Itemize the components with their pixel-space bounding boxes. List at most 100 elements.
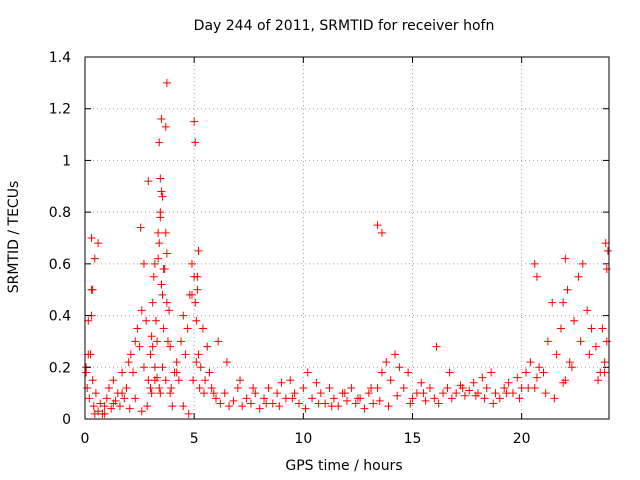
data-point	[181, 350, 190, 359]
data-point	[238, 402, 247, 411]
data-point	[94, 239, 103, 248]
data-point	[87, 234, 96, 242]
data-point	[578, 259, 587, 268]
data-point	[502, 389, 511, 398]
data-point	[156, 174, 165, 183]
data-point	[458, 383, 467, 392]
x-tick-label: 0	[81, 431, 90, 447]
plot-frame	[84, 56, 610, 420]
data-point	[190, 117, 199, 126]
data-point	[480, 394, 489, 403]
data-point	[515, 394, 524, 403]
data-point	[163, 337, 172, 346]
data-point	[303, 368, 312, 377]
data-point	[393, 391, 402, 400]
data-point	[88, 285, 97, 294]
data-point	[600, 358, 609, 367]
data-point	[541, 389, 550, 398]
data-point	[360, 404, 369, 413]
y-tick-label: 1.4	[49, 50, 71, 66]
x-tick-label: 10	[294, 431, 312, 447]
y-tick-label: 0.6	[49, 257, 71, 273]
data-point	[294, 399, 303, 408]
data-point	[273, 389, 282, 398]
y-tick-label: 0.8	[49, 205, 71, 221]
data-point	[391, 350, 400, 359]
data-point	[214, 337, 223, 346]
data-point	[124, 358, 133, 367]
data-point	[193, 272, 202, 281]
data-point	[158, 290, 167, 299]
data-point	[149, 272, 158, 281]
data-point	[522, 368, 531, 377]
data-point	[445, 368, 454, 377]
data-point	[137, 407, 146, 416]
data-point	[329, 394, 338, 403]
data-point	[375, 396, 384, 405]
data-point	[156, 208, 165, 217]
data-point	[136, 223, 145, 232]
data-point	[229, 396, 238, 405]
data-point	[559, 378, 568, 387]
data-point	[432, 342, 441, 351]
data-point	[532, 373, 541, 382]
data-point	[115, 402, 124, 411]
data-point	[340, 389, 349, 398]
data-point	[447, 394, 456, 403]
data-point	[563, 285, 572, 294]
data-point	[548, 298, 557, 307]
data-point	[220, 389, 229, 398]
data-point	[369, 399, 378, 408]
data-point	[290, 389, 299, 398]
data-point	[161, 376, 170, 385]
data-point	[443, 383, 452, 392]
data-point	[242, 394, 251, 403]
data-point	[316, 389, 325, 398]
data-point	[156, 389, 165, 398]
data-point	[602, 337, 611, 346]
data-point	[168, 402, 177, 411]
data-point	[301, 404, 310, 413]
data-point	[107, 404, 116, 413]
data-point	[139, 259, 148, 268]
data-point	[367, 383, 376, 392]
data-point	[179, 402, 188, 411]
data-point	[162, 298, 171, 307]
data-point	[602, 265, 611, 274]
data-point	[174, 376, 183, 385]
data-point	[587, 324, 596, 333]
outlier-points	[155, 78, 171, 201]
data-point	[255, 404, 264, 413]
data-point	[353, 394, 362, 403]
data-point	[125, 404, 134, 413]
data-point	[122, 383, 131, 392]
data-point	[187, 290, 196, 299]
data-point	[222, 358, 231, 367]
data-point	[482, 383, 491, 392]
data-point	[177, 337, 186, 346]
data-point	[166, 342, 175, 351]
data-point	[143, 402, 152, 411]
data-point	[478, 373, 487, 382]
data-point	[198, 324, 207, 333]
data-point	[159, 324, 168, 333]
data-point	[425, 383, 434, 392]
data-point	[594, 376, 603, 385]
data-point	[264, 383, 273, 392]
y-tick-label: 0	[62, 412, 71, 428]
data-point	[155, 383, 164, 392]
data-point	[603, 246, 612, 255]
data-point	[408, 394, 417, 403]
data-point	[417, 378, 426, 387]
data-point	[500, 383, 509, 392]
y-tick-label: 1.2	[49, 102, 71, 118]
data-point	[109, 399, 118, 408]
data-point	[90, 254, 99, 263]
grid-lines	[85, 57, 609, 419]
data-point	[262, 399, 271, 408]
data-point	[495, 394, 504, 403]
data-point	[146, 350, 155, 359]
data-point	[183, 324, 192, 333]
data-point	[399, 383, 408, 392]
data-point	[172, 368, 181, 377]
